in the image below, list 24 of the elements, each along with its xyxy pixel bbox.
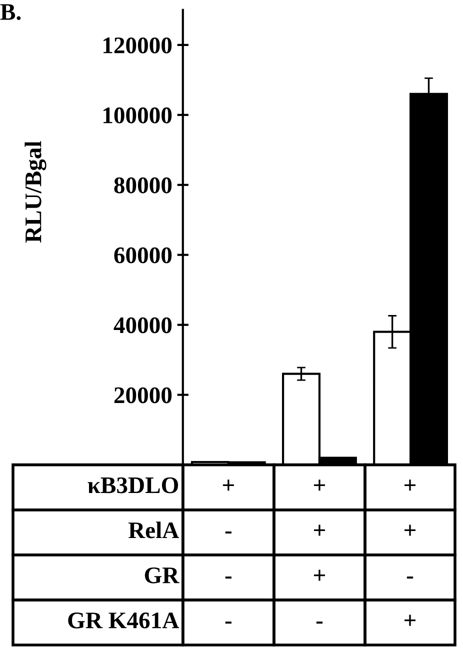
chart-title: B.	[0, 4, 21, 20]
text: -	[316, 622, 323, 624]
text: -	[225, 622, 232, 624]
text: GR K461A	[68, 612, 180, 628]
text: +	[314, 570, 325, 581]
text: RelA	[128, 522, 180, 538]
y-tick-label: 20000	[114, 387, 172, 404]
y-tick-label: 40000	[114, 317, 172, 334]
y-axis-title: RLU/Bgal	[24, 141, 46, 243]
text: GR	[144, 567, 180, 584]
text: -	[225, 576, 232, 579]
text: -	[225, 531, 232, 534]
y-tick-label: 60000	[114, 247, 172, 264]
text: +	[404, 480, 416, 491]
text: +	[404, 524, 416, 536]
text: +	[314, 524, 325, 536]
text: +	[314, 480, 325, 491]
y-tick-label: 80000	[114, 177, 172, 194]
text: κB3DLO	[88, 477, 178, 494]
text: +	[404, 614, 416, 626]
text: -	[406, 576, 414, 579]
y-tick-label: 120000	[104, 37, 172, 54]
text: +	[222, 480, 234, 491]
y-tick-label: 100000	[104, 107, 172, 124]
